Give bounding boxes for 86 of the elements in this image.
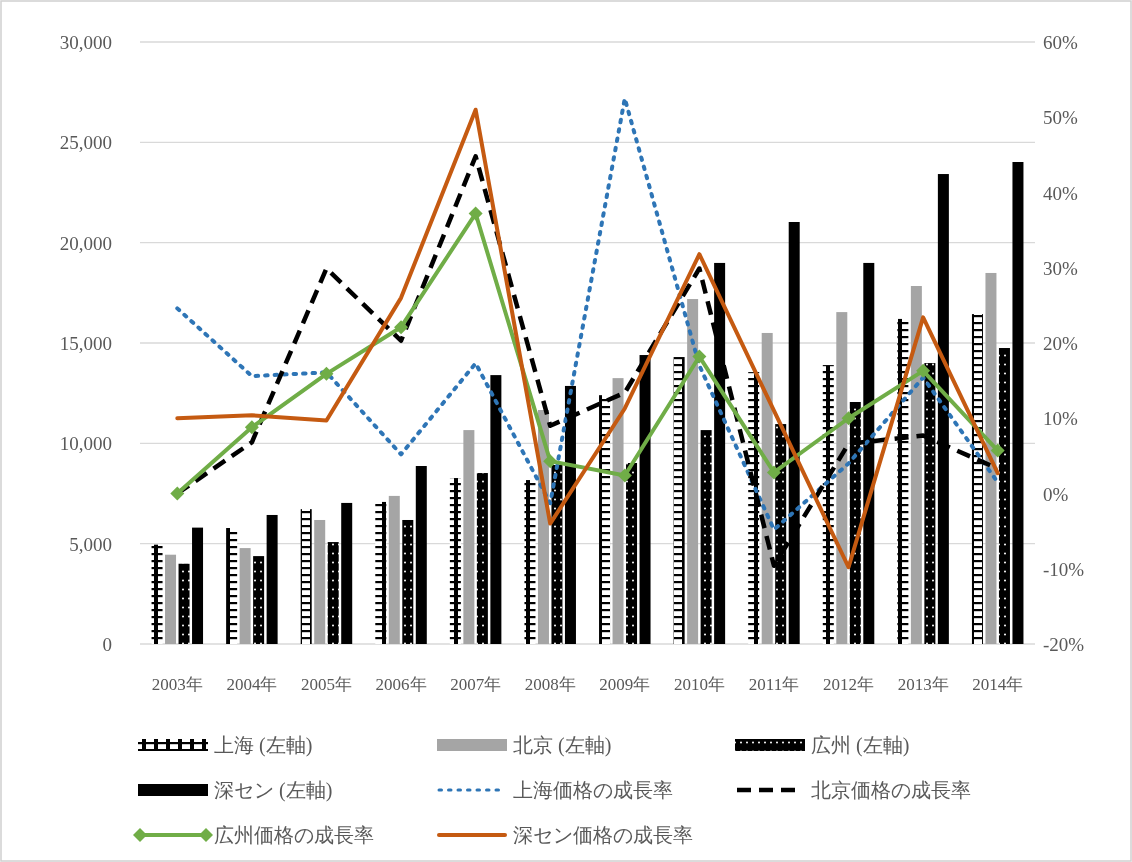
x-tick-label: 2003年 (151, 675, 203, 694)
bar (626, 463, 638, 644)
y2-tick-label: -10% (1043, 558, 1085, 580)
bar (253, 556, 265, 644)
point (916, 363, 931, 378)
bar (551, 465, 563, 644)
x-tick-label: 2007年 (450, 675, 502, 694)
y2-tick-label: 10% (1043, 408, 1078, 430)
bar (402, 519, 414, 644)
bar (910, 286, 922, 644)
bar (415, 466, 427, 644)
y2-tick-label: 30% (1043, 257, 1078, 279)
bar (836, 312, 848, 644)
bar (490, 375, 502, 644)
bar (165, 554, 177, 644)
y2-tick-label: 0% (1043, 483, 1069, 505)
bar (612, 378, 624, 644)
y-tick-label: 20,000 (59, 232, 112, 254)
y-tick-label: 0 (102, 634, 112, 655)
bar (1012, 162, 1024, 644)
y2-tick-label: -20% (1043, 634, 1085, 655)
x-tick-label: 2006年 (375, 675, 427, 694)
legend-label: 上海価格の成長率 (513, 779, 673, 801)
y2-tick-label: 50% (1043, 107, 1078, 129)
x-tick-label: 2013年 (897, 675, 949, 694)
bar (897, 318, 909, 644)
x-tick-label: 2005年 (300, 675, 352, 694)
point (617, 468, 632, 483)
y-tick-label: 30,000 (59, 32, 112, 53)
legend-label: 広州価格の成長率 (214, 824, 374, 846)
bar (599, 395, 611, 644)
y-tick-label: 5,000 (69, 533, 112, 555)
point (319, 366, 334, 381)
bar (673, 357, 685, 644)
bar (388, 495, 400, 644)
bar (687, 299, 699, 644)
legend-label: 北京価格の成長率 (811, 779, 971, 801)
bar (985, 272, 997, 644)
bar (226, 528, 238, 644)
point (766, 465, 781, 480)
bar (449, 478, 461, 644)
bar (341, 502, 353, 644)
point (468, 206, 483, 221)
bar (463, 430, 475, 644)
bar (192, 527, 204, 644)
y2-tick-label: 40% (1043, 182, 1078, 204)
legend-label: 北京 (左軸) (513, 734, 612, 757)
y-tick-label: 25,000 (59, 132, 112, 154)
x-tick-label: 2014年 (972, 675, 1024, 694)
y-tick-label: 15,000 (59, 333, 112, 354)
bar (924, 363, 936, 644)
point (394, 320, 409, 335)
bar (375, 501, 387, 644)
bar (476, 473, 488, 644)
bar (822, 365, 834, 644)
point (990, 443, 1005, 458)
point (244, 420, 259, 435)
x-tick-label: 2010年 (673, 675, 725, 694)
bar (748, 372, 760, 644)
bar (178, 563, 190, 644)
legend-label: 深セン価格の成長率 (513, 824, 693, 846)
bar (327, 542, 339, 644)
y2-tick-label: 20% (1043, 333, 1078, 354)
bar (300, 509, 312, 644)
legend-label: 上海 (左軸) (214, 734, 313, 757)
y-tick-label: 10,000 (59, 433, 112, 455)
bar (266, 514, 278, 644)
bar (151, 544, 163, 644)
y2-tick-label: 60% (1043, 32, 1078, 53)
bar (700, 430, 712, 644)
bar (524, 480, 536, 644)
x-tick-label: 2004年 (226, 675, 278, 694)
x-tick-label: 2012年 (823, 675, 875, 694)
bar (239, 548, 251, 644)
point (543, 454, 558, 469)
point (841, 411, 856, 426)
point (170, 486, 185, 501)
bar (971, 314, 983, 644)
x-tick-label: 2008年 (524, 675, 576, 694)
point (692, 349, 707, 364)
x-tick-label: 2011年 (748, 675, 800, 694)
bar (998, 348, 1010, 644)
legend-label: 広州 (左軸) (811, 734, 910, 757)
x-tick-label: 2009年 (599, 675, 651, 694)
bar (314, 519, 326, 644)
legend-label: 深セン (左軸) (214, 779, 333, 802)
